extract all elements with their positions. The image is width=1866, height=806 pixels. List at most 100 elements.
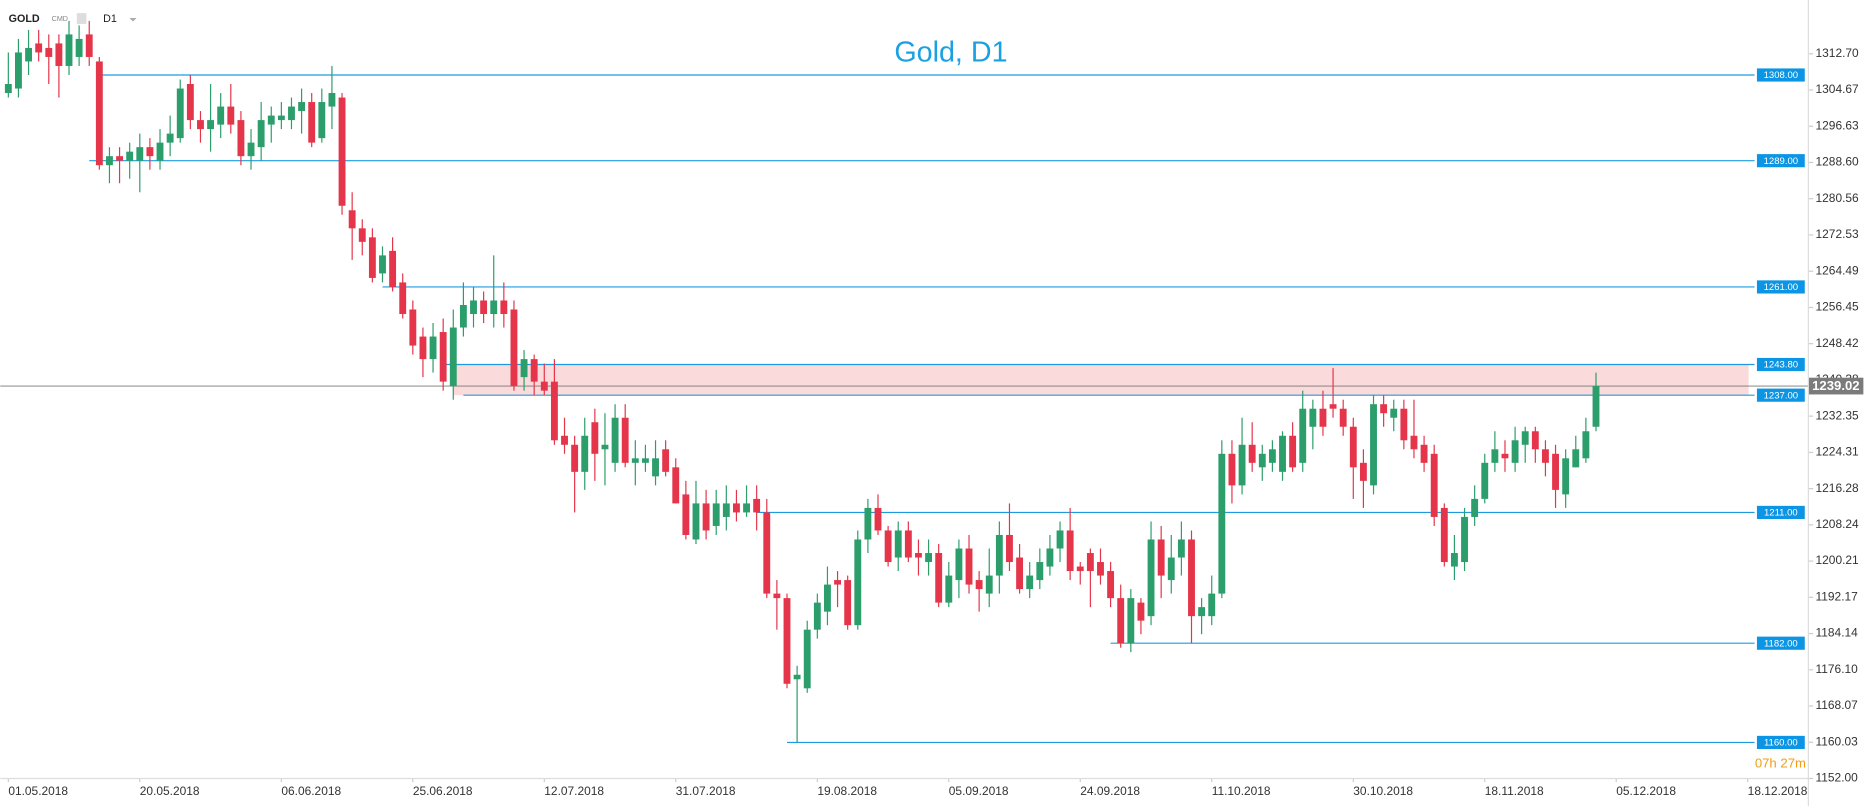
candle-body — [338, 97, 346, 206]
candle-body — [1299, 408, 1307, 463]
x-tick-label: 31.07.2018 — [676, 784, 736, 798]
x-tick-label: 05.09.2018 — [949, 784, 1009, 798]
y-tick-label: 1176.10 — [1816, 662, 1859, 676]
candle-body — [1006, 534, 1013, 563]
candle-body — [1036, 562, 1044, 581]
candle-body — [925, 553, 933, 563]
y-tick-label: 1192.17 — [1816, 590, 1859, 604]
chart-icon[interactable] — [76, 13, 87, 24]
candle-body — [682, 494, 690, 535]
candle-body — [652, 458, 659, 477]
candle-body — [480, 300, 488, 315]
candle-body — [621, 417, 629, 463]
candle-body — [389, 250, 397, 287]
last-price-label: 1239.02 — [1812, 378, 1860, 393]
candle-body — [1127, 598, 1135, 644]
candle-body — [1076, 566, 1084, 572]
candle-body — [945, 575, 953, 603]
candle-body — [702, 503, 710, 531]
candle-body — [1400, 408, 1408, 441]
candle-body — [1289, 435, 1297, 468]
candle-body — [904, 530, 912, 558]
candle-body — [1208, 593, 1216, 617]
y-tick-label: 1272.53 — [1816, 227, 1860, 241]
candle-body — [1370, 404, 1377, 486]
timeframe-dropdown[interactable] — [129, 17, 137, 22]
grid-layer — [0, 53, 1814, 783]
candle-body — [1248, 444, 1256, 463]
candle-body — [1228, 453, 1236, 486]
timeframe[interactable]: D1 — [103, 13, 117, 25]
candle-body — [1390, 408, 1398, 418]
candle-body — [1450, 553, 1458, 567]
candle-body — [379, 255, 386, 274]
y-tick-label: 1304.67 — [1816, 82, 1860, 96]
candle-body — [692, 503, 700, 540]
candle-body — [85, 34, 93, 57]
candle-body — [197, 120, 204, 130]
candle-body — [95, 61, 103, 166]
level-label-box — [1756, 388, 1805, 402]
y-tick-label: 1232.35 — [1816, 408, 1860, 422]
candle-body — [1086, 553, 1094, 572]
candle-body — [75, 38, 83, 57]
x-tick-label: 20.05.2018 — [140, 784, 200, 798]
level-label: 1237.00 — [1764, 390, 1799, 401]
candle-body — [1562, 458, 1570, 495]
level-label-box — [1756, 68, 1805, 82]
candle-body — [1157, 539, 1165, 576]
level-label: 1160.00 — [1764, 738, 1798, 749]
candle-body — [1471, 498, 1479, 517]
candle-body — [530, 359, 538, 382]
x-tick-label: 11.10.2018 — [1212, 784, 1271, 798]
candle-body — [783, 598, 791, 684]
candle-body — [672, 467, 680, 504]
candle-body — [449, 327, 457, 387]
candle-body — [429, 336, 437, 360]
candle-body — [1592, 386, 1600, 427]
candle-body — [1147, 539, 1155, 617]
candle-body — [1339, 408, 1347, 427]
candle-body — [1461, 516, 1468, 563]
candle-body — [1531, 431, 1539, 450]
candle-body — [1501, 453, 1509, 459]
candle-body — [743, 503, 750, 513]
candle-body — [257, 120, 265, 148]
candle-body — [773, 593, 781, 599]
y-tick-label: 1288.60 — [1816, 155, 1860, 169]
candle-body — [1238, 444, 1246, 486]
candle-body — [419, 336, 427, 360]
candle-body — [975, 580, 983, 590]
resistance-zone — [453, 364, 1749, 396]
candle-body — [1319, 408, 1327, 427]
candle-body — [207, 120, 215, 130]
x-tick-label: 05.12.2018 — [1616, 784, 1676, 798]
candle-body — [1279, 435, 1286, 472]
candle-body — [1107, 571, 1115, 599]
candle-body — [1349, 426, 1357, 468]
candle-body — [985, 575, 993, 594]
candle-body — [328, 93, 336, 107]
candle-body — [267, 115, 275, 125]
candle-body — [298, 102, 306, 112]
candle-body — [116, 156, 124, 161]
y-tick-label: 1280.56 — [1816, 191, 1860, 205]
x-tick-label: 12.07.2018 — [544, 784, 604, 798]
candle-body — [288, 106, 295, 121]
candle-body — [156, 142, 164, 161]
candle-body — [1430, 453, 1438, 517]
level-label: 1261.00 — [1764, 282, 1799, 293]
candle-body — [520, 359, 528, 378]
candle-body — [540, 381, 548, 391]
candle-body — [753, 498, 761, 513]
candle-body — [1552, 453, 1559, 490]
candle-body — [146, 147, 154, 157]
candle-body — [439, 332, 447, 382]
y-tick-label: 1248.42 — [1816, 336, 1860, 350]
candle-body — [611, 417, 619, 463]
candle-body — [1177, 539, 1185, 558]
candle-body — [217, 106, 225, 125]
chart-title: Gold, D1 — [894, 36, 1007, 68]
y-tick-label: 1168.07 — [1816, 698, 1859, 712]
